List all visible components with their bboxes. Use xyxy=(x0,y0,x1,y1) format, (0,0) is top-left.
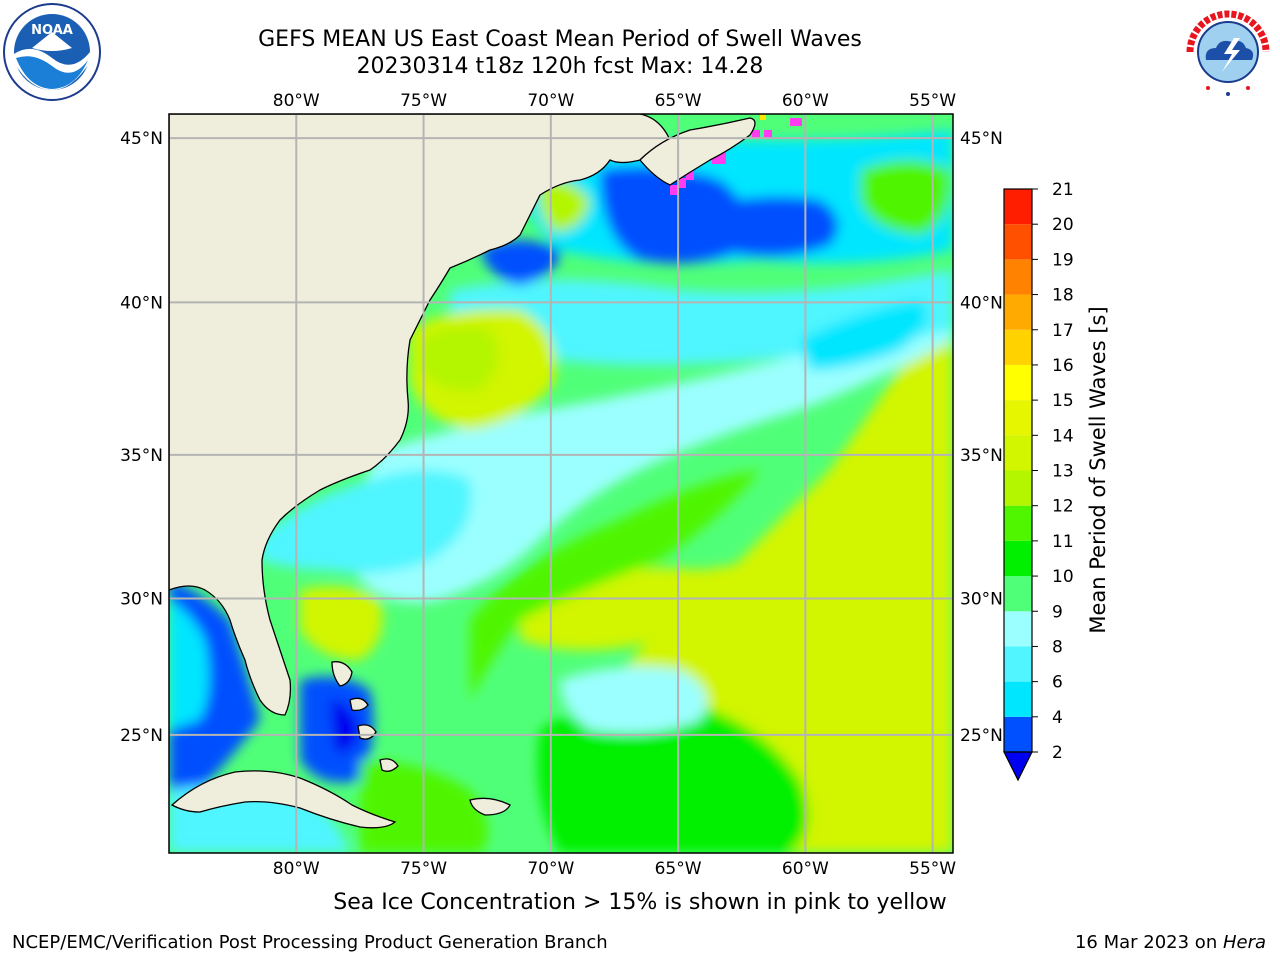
lat-label-right: 45°N xyxy=(960,129,1003,149)
lon-label-bottom: 75°W xyxy=(400,859,447,879)
lon-label-bottom: 55°W xyxy=(909,859,956,879)
lat-label-left: 25°N xyxy=(120,726,163,746)
colorbar-segment xyxy=(1004,400,1032,436)
footer-date-text: 16 Mar 2023 on xyxy=(1074,932,1223,953)
colorbar-segment xyxy=(1004,540,1032,577)
lat-label-left: 45°N xyxy=(120,129,163,149)
colorbar-segment xyxy=(1004,435,1032,471)
colorbar-segment xyxy=(1004,294,1032,330)
lon-label-bottom: 60°W xyxy=(782,859,829,879)
colorbar-tick-label: 10 xyxy=(1052,567,1074,587)
colorbar-segment xyxy=(1004,646,1032,682)
colorbar-segment xyxy=(1004,224,1032,260)
map-title: GEFS MEAN US East Coast Mean Period of S… xyxy=(258,27,862,52)
sea-ice-pixels xyxy=(670,114,802,195)
colorbar-segment xyxy=(1004,470,1032,506)
sea-ice-note: Sea Ice Concentration > 15% is shown in … xyxy=(333,890,947,915)
colorbar-extend-arrow xyxy=(1003,751,1033,782)
colorbar-tick-label: 6 xyxy=(1052,673,1063,693)
map-frame xyxy=(168,113,954,854)
colorbar-tick-label: 18 xyxy=(1052,286,1074,306)
land-masses xyxy=(169,114,756,829)
colorbar-tick-label: 13 xyxy=(1052,462,1074,482)
lon-label-bottom: 65°W xyxy=(655,859,702,879)
colorbar-tick-label: 19 xyxy=(1052,250,1074,270)
colorbar-tick-label: 17 xyxy=(1052,321,1074,341)
lat-label-left: 35°N xyxy=(120,446,163,466)
colorbar-segment xyxy=(1004,329,1032,365)
colorbar-segment xyxy=(1004,364,1032,401)
noaa-logo-icon: NOAA xyxy=(3,3,101,101)
lon-label-top: 60°W xyxy=(782,91,829,111)
footer-credit: NCEP/EMC/Verification Post Processing Pr… xyxy=(12,932,608,953)
lon-label-top: 65°W xyxy=(655,91,702,111)
lon-label-top: 55°W xyxy=(909,91,956,111)
colorbar-tick-label: 2 xyxy=(1052,743,1063,763)
map-subtitle: 20230314 t18z 120h fcst Max: 14.28 xyxy=(356,54,764,79)
colorbar-segment xyxy=(1004,189,1032,225)
colorbar-segment xyxy=(1004,576,1032,612)
lon-label-top: 75°W xyxy=(400,91,447,111)
colorbar-tick-label: 12 xyxy=(1052,497,1074,517)
colorbar-tick-label: 15 xyxy=(1052,391,1074,411)
footer-date: 16 Mar 2023 on Hera xyxy=(1075,932,1266,953)
colorbar-tick-label: 16 xyxy=(1052,356,1074,376)
graticule xyxy=(169,114,953,853)
footer-host: Hera xyxy=(1222,932,1266,953)
lat-label-right: 30°N xyxy=(960,589,1003,609)
colorbar: 2 4 6 8 9 10 11 12 13 14 15 16 17 18 19 20 21 xyxy=(1003,180,1074,782)
colorbar-tick-label: 20 xyxy=(1052,215,1074,235)
colorbar-segment xyxy=(1004,505,1032,541)
colorbar-label: Mean Period of Swell Waves [s] xyxy=(1086,306,1110,633)
colorbar-tick-label: 8 xyxy=(1052,637,1063,657)
colorbar-tick-label: 21 xyxy=(1052,180,1074,200)
lat-label-right: 35°N xyxy=(960,446,1003,466)
colorbar-segment xyxy=(1004,716,1032,752)
lon-label-bottom: 80°W xyxy=(273,859,320,879)
colorbar-tick-label: 9 xyxy=(1052,602,1063,622)
colorbar-tick-label: 4 xyxy=(1052,708,1063,728)
lon-label-bottom: 70°W xyxy=(527,859,574,879)
lat-label-right: 25°N xyxy=(960,726,1003,746)
colorbar-tick-label: 11 xyxy=(1052,532,1074,552)
lon-label-top: 70°W xyxy=(527,91,574,111)
colorbar-segment xyxy=(1004,259,1032,295)
lat-label-left: 40°N xyxy=(120,293,163,313)
map-plot-area xyxy=(169,114,953,853)
nws-logo-icon xyxy=(1180,4,1276,100)
lon-label-top: 80°W xyxy=(273,91,320,111)
lat-label-right: 40°N xyxy=(960,293,1003,313)
colorbar-segment xyxy=(1004,681,1032,717)
lat-label-left: 30°N xyxy=(120,589,163,609)
colorbar-segment xyxy=(1004,611,1032,647)
noaa-logo-text: NOAA xyxy=(31,23,73,38)
colorbar-tick-label: 14 xyxy=(1052,426,1074,446)
map-tick-labels: 80°W 80°W 75°W 75°W 70°W 70°W 65°W 65°W 60°W 60°W… xyxy=(120,91,1003,879)
